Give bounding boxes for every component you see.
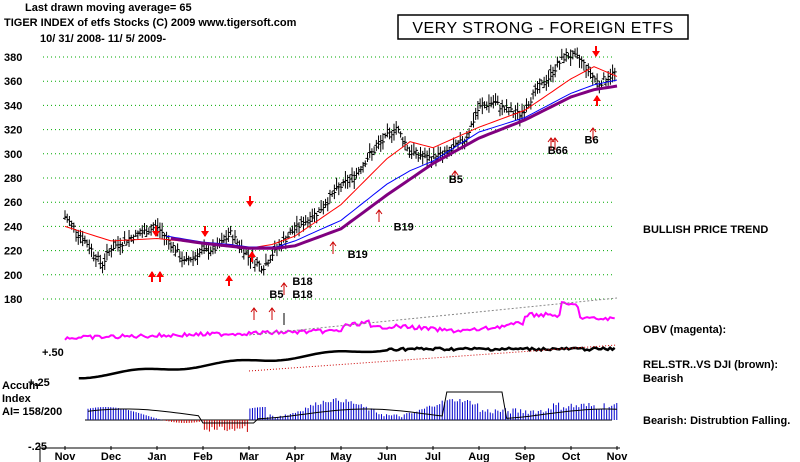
accum-label: Accum (2, 380, 39, 392)
obv-line (64, 301, 615, 341)
signal-arrow-head (280, 282, 288, 288)
x-tick-label: Feb (193, 451, 213, 462)
ref-plus25: +.25 (28, 377, 50, 389)
sell-arrow-head (246, 201, 254, 207)
date-range: 10/ 31/ 2008- 11/ 5/ 2009- (40, 33, 166, 45)
accum-ma-line (87, 391, 618, 424)
chart-header-title: TIGER INDEX of etfs Stocks (C) 2009 www.… (4, 17, 297, 29)
obv-trend-line (248, 297, 618, 336)
y-axis-tick-labels: 380 360 340 320 300 280 260 240 220 200 180 (4, 52, 22, 306)
x-tick-label: Dec (101, 451, 121, 462)
signal-label: B6 (585, 134, 599, 146)
buy-arrow-head (248, 251, 256, 257)
y-tick-label: 320 (4, 125, 22, 137)
ref-minus25: -.25 (28, 441, 47, 453)
y-tick-label: 360 (4, 76, 22, 88)
x-tick-label: Jul (425, 451, 441, 462)
y-tick-label: 240 (4, 221, 22, 233)
x-tick-label: Jan (148, 451, 167, 462)
title-box-text: VERY STRONG - FOREIGN ETFS (412, 20, 673, 37)
signal-arrow-head (551, 137, 559, 143)
x-tick-label: Oct (562, 451, 581, 462)
sell-arrow-head (201, 231, 209, 237)
x-axis: Nov Dec Jan Feb Mar Apr May Jun Jul Aug Sep Oct Nov (39, 446, 629, 462)
y-tick-label: 220 (4, 246, 22, 258)
x-tick-label: Mar (239, 451, 259, 462)
y-tick-label: 260 (4, 197, 22, 209)
signal-arrow-head (375, 209, 383, 215)
y-tick-label: 200 (4, 270, 22, 282)
sell-arrow-head (152, 231, 160, 237)
y-tick-label: 380 (4, 52, 22, 64)
x-tick-label: May (330, 451, 352, 462)
y-tick-label: 180 (4, 294, 22, 306)
relstr-status: Bearish (643, 373, 684, 385)
buy-arrow-head (593, 95, 601, 101)
y-tick-label: 280 (4, 173, 22, 185)
header-ma-note: Last drawn moving average= 65 (25, 2, 192, 14)
bullish-trend-label: BULLISH PRICE TREND (643, 224, 768, 236)
y-tick-label: 340 (4, 100, 22, 112)
signal-arrow-head (589, 127, 597, 133)
ai-score: AI= 158/200 (2, 406, 62, 418)
moving-averages (64, 66, 618, 250)
x-tick-label: Nov (55, 451, 77, 462)
x-tick-label: Jun (377, 451, 397, 462)
y-tick-label: 300 (4, 149, 22, 161)
buy-arrow-head (156, 271, 164, 277)
ma-65-purple-line (170, 84, 618, 250)
x-tick-label: Sep (515, 451, 535, 462)
buy-arrow-head (225, 275, 233, 281)
signal-label: B18 (292, 276, 312, 288)
buy-arrow-head (148, 271, 156, 277)
index-label: Index (2, 393, 32, 405)
signal-arrows (148, 46, 601, 325)
obv-label: OBV (magenta): (643, 324, 726, 336)
signal-arrow-head (329, 241, 337, 247)
x-tick-label: Nov (607, 451, 629, 462)
ma-red-line (64, 66, 618, 249)
signal-label: B18 (292, 289, 312, 301)
x-tick-label: Apr (286, 451, 306, 462)
signal-label: B19 (394, 221, 414, 233)
price-gridlines (43, 56, 612, 300)
signal-label: B66 (548, 145, 568, 157)
relstr-line (78, 346, 616, 380)
price-bars (63, 47, 617, 276)
x-tick-label: Aug (468, 451, 489, 462)
sell-arrow-head (592, 51, 600, 57)
relstr-label: REL.STR..VS DJI (brown): (643, 359, 778, 371)
ref-plus50: +.50 (42, 347, 64, 359)
signal-label: B19 (348, 249, 368, 261)
accum-status: Bearish: Distrubtion Falling. (643, 415, 790, 427)
title-box (397, 14, 689, 40)
signal-label: B5 (449, 174, 463, 186)
signal-arrow-head (250, 307, 258, 313)
signal-label: B5 (269, 289, 283, 301)
indicator-panels (64, 297, 618, 432)
signal-arrow-head (451, 170, 459, 176)
signal-arrow-head (268, 307, 276, 313)
